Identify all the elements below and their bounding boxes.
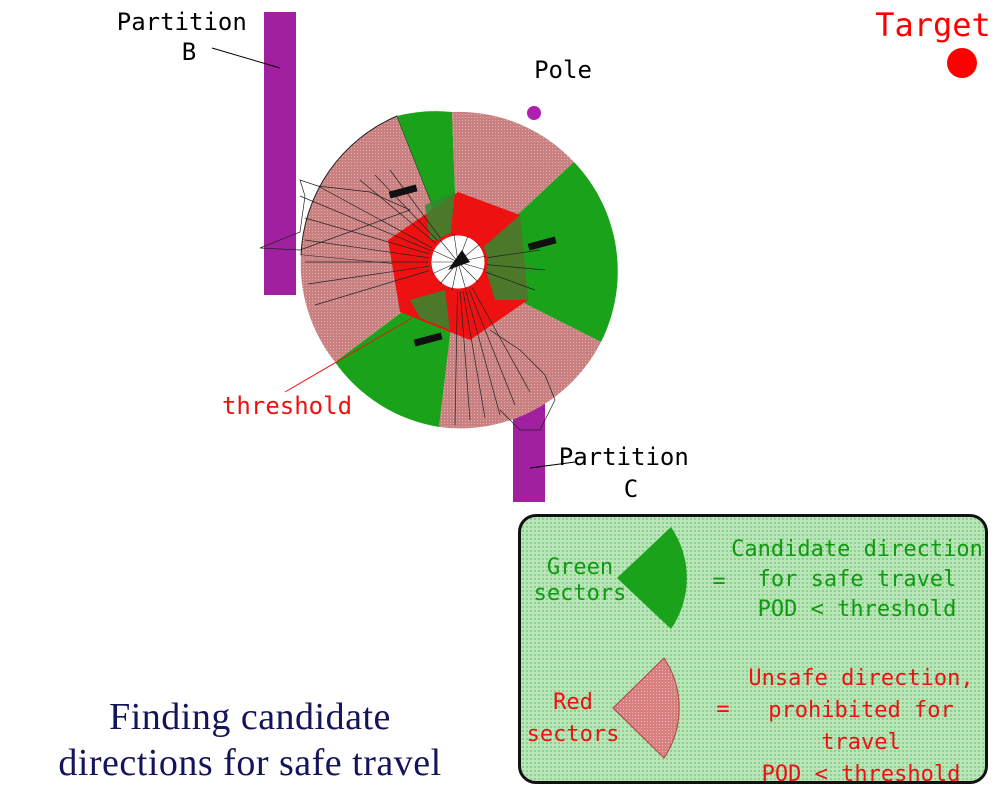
inner-green-polygon: [410, 290, 450, 330]
partition-c-label: Partition C: [559, 443, 704, 503]
leader-line: [284, 317, 413, 393]
pole: [527, 106, 541, 120]
legend-green-description: Candidate direction for safe travel POD …: [731, 537, 983, 622]
leader-line: [211, 47, 281, 69]
diagram-title: Finding candidate directions for safe tr…: [10, 694, 490, 786]
legend-red-label: Red sectors: [526, 690, 620, 747]
inner-green-polygon: [480, 215, 528, 300]
sensor-bar: [388, 184, 418, 199]
legend-green-equals: =: [712, 569, 726, 594]
legend-green-sector: [617, 527, 687, 629]
partition-b: [264, 12, 296, 295]
threshold-label: threshold: [222, 392, 352, 420]
legend-red-sector: [612, 657, 680, 759]
legend-red-equals: =: [716, 697, 730, 722]
sensor-bar: [527, 236, 557, 251]
title-line: Finding candidate: [109, 696, 391, 738]
legend-red-description: Unsafe direction, prohibited for travel …: [748, 666, 974, 787]
partition-b-label: Partition B: [117, 8, 262, 66]
legend-green-label: Green sectors: [533, 555, 627, 606]
green-sector: [458, 162, 618, 342]
leader-line: [529, 461, 576, 469]
robot-icon: [448, 250, 470, 270]
pole-label: Pole: [534, 56, 592, 84]
sector-wheel: [259, 111, 618, 431]
legend-sectors: [612, 527, 687, 759]
sensor-bar: [413, 332, 443, 347]
target-label: Target: [875, 6, 991, 44]
title-line: directions for safe travel: [58, 742, 442, 784]
target: [947, 48, 977, 78]
legend-box: Green sectors = Candidate direction for …: [518, 514, 988, 787]
